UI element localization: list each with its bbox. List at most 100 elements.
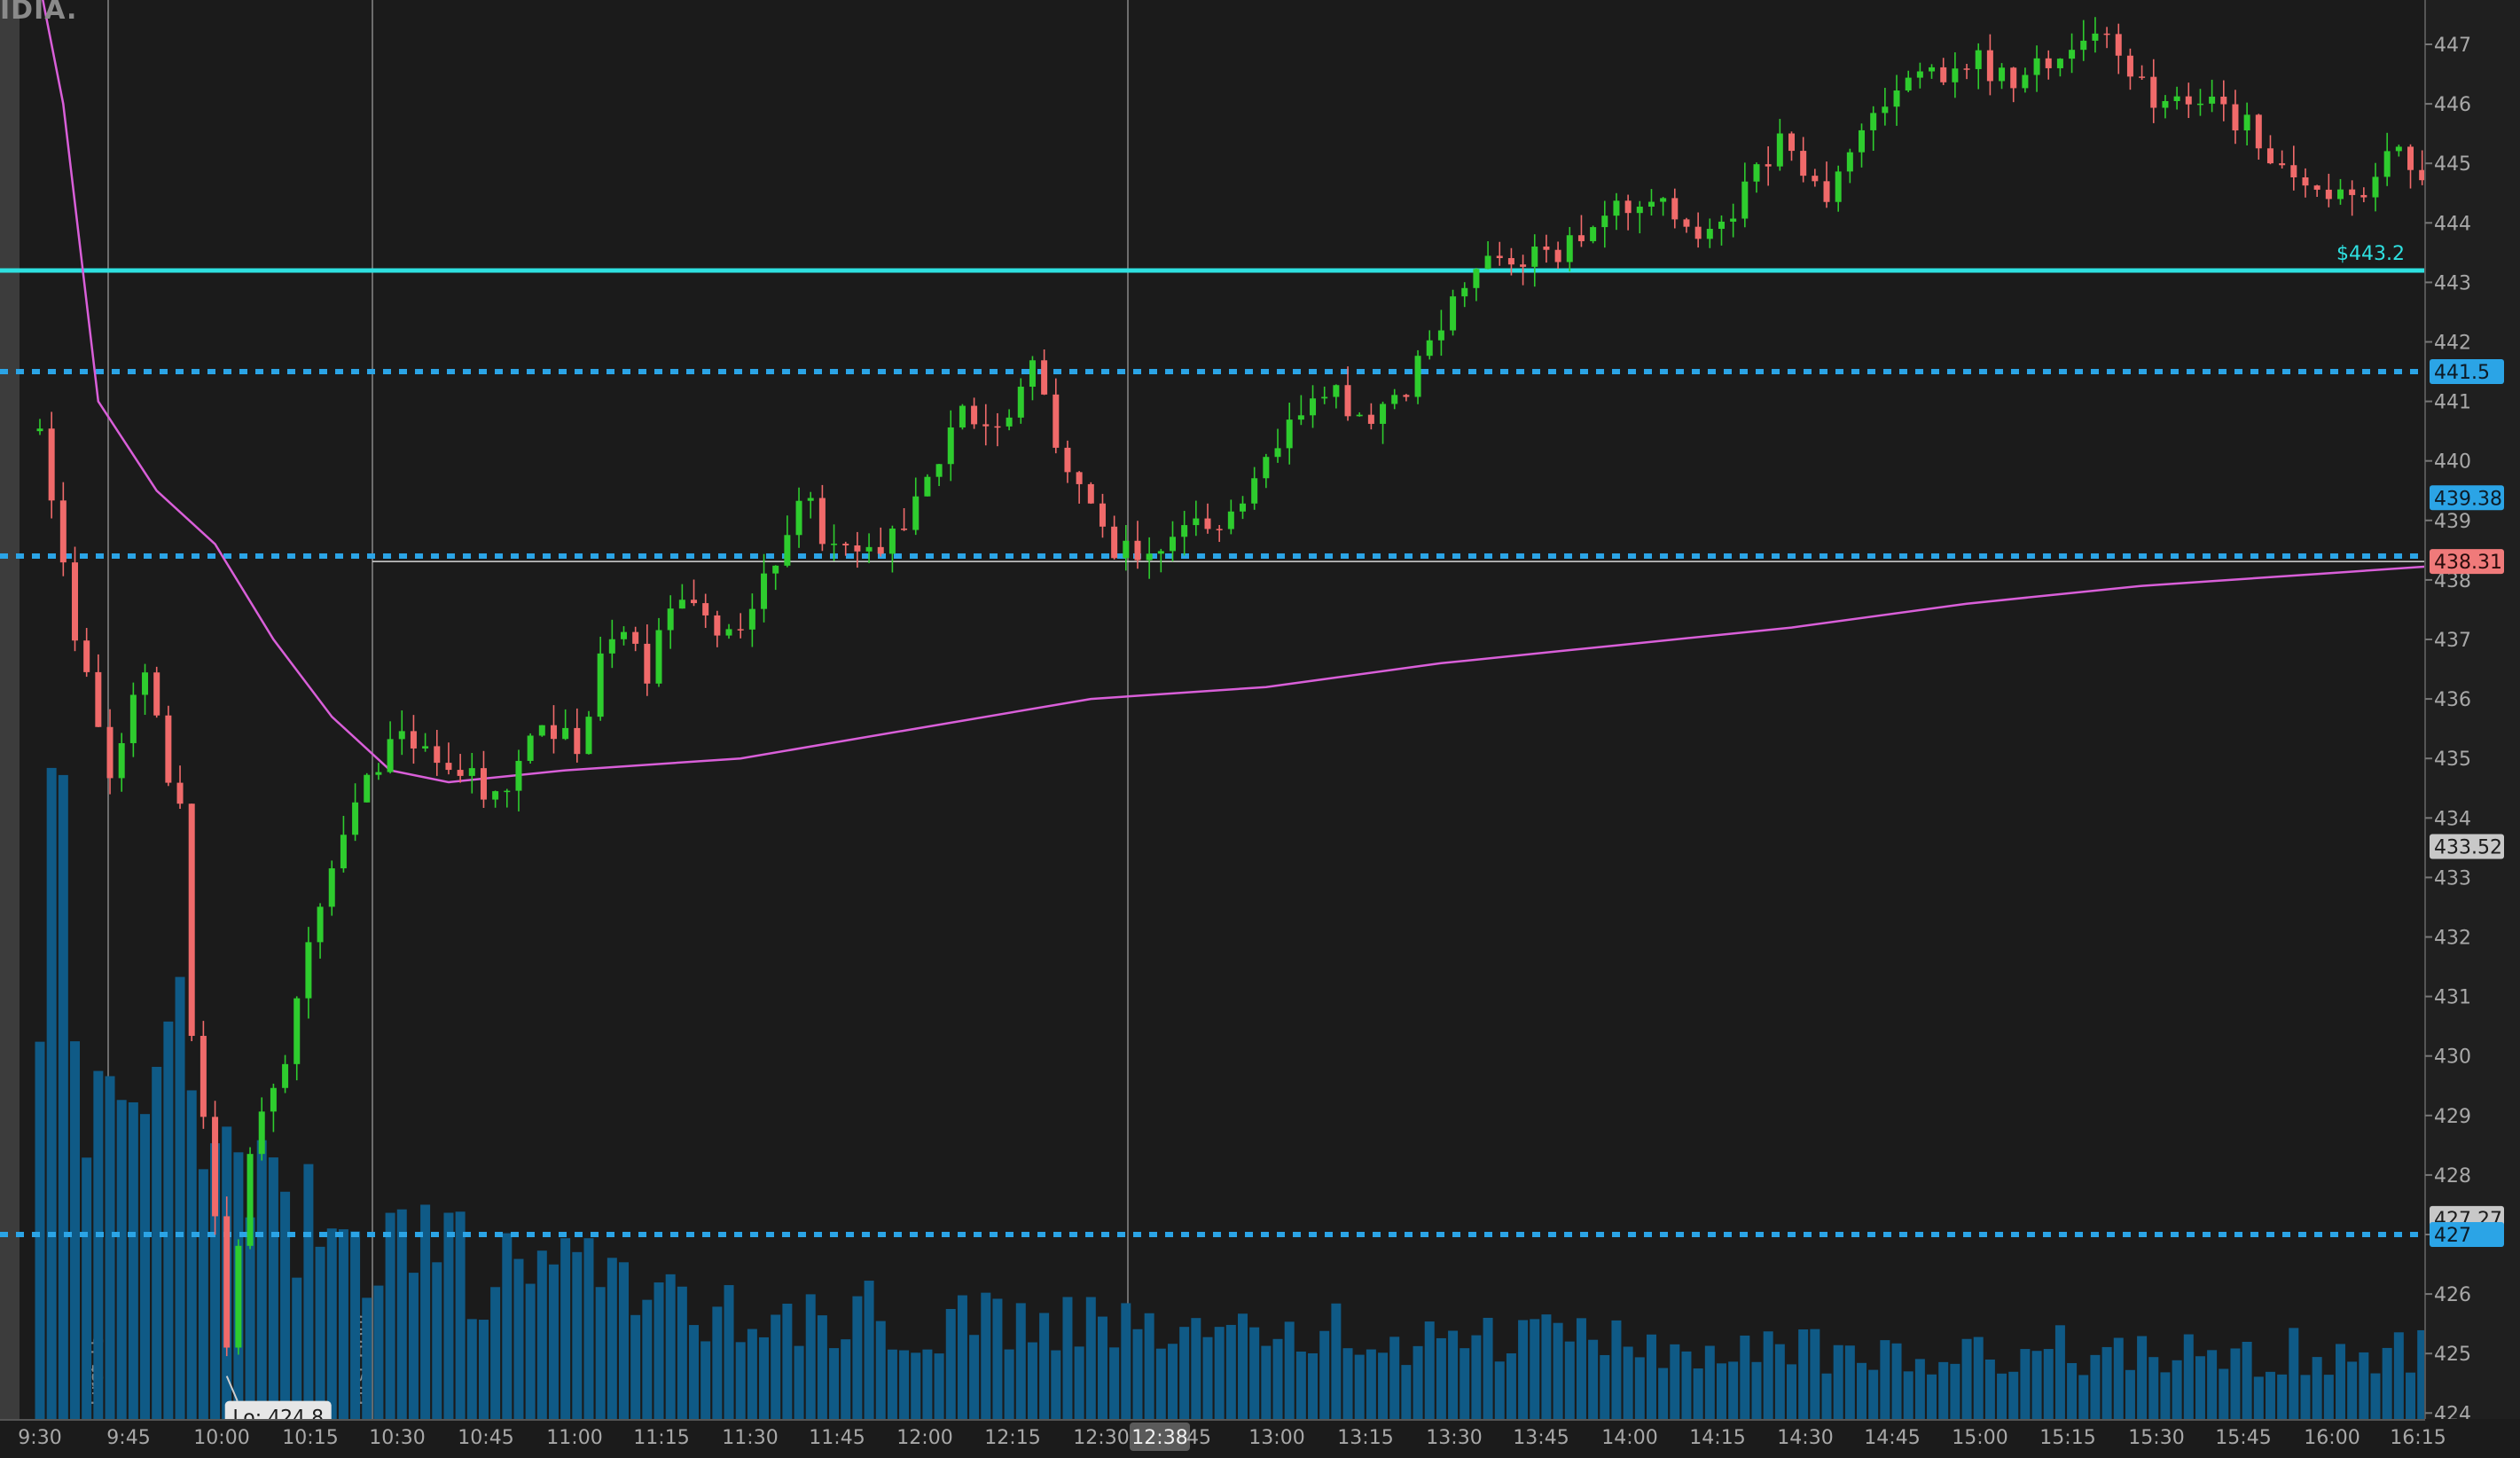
candle-body — [317, 906, 324, 943]
volume-bar — [1984, 1359, 1995, 1419]
candle-body — [644, 643, 651, 684]
candle-body — [1181, 525, 1188, 537]
level-label-0: $443.2 — [2336, 243, 2405, 265]
volume-bar — [163, 1021, 174, 1419]
volume-bar — [1331, 1303, 1342, 1419]
volume-bar — [665, 1274, 676, 1419]
time-tick-label: 16:00 — [2304, 1427, 2360, 1449]
candle-body — [714, 615, 721, 636]
volume-bar — [1039, 1313, 1050, 1419]
candle-body — [2126, 55, 2133, 77]
volume-bar — [105, 1076, 115, 1419]
price-tick-label: 441 — [2434, 392, 2471, 414]
volume-bar — [1611, 1320, 1622, 1419]
volume-bar — [362, 1297, 372, 1419]
volume-bar — [2265, 1371, 2275, 1419]
volume-bar — [2020, 1349, 2031, 1419]
candle-body — [1450, 296, 1457, 331]
volume-bar — [1891, 1343, 1902, 1419]
price-tag-label-3: 433.52 — [2434, 837, 2502, 859]
candle-body — [807, 498, 814, 501]
volume-bar — [1191, 1318, 1201, 1419]
price-tick-label: 446 — [2434, 94, 2471, 116]
time-tick-label: 14:45 — [1864, 1427, 1920, 1449]
time-tick-label: 11:00 — [546, 1427, 602, 1449]
volume-bar — [1623, 1346, 1633, 1419]
candle-body — [1601, 216, 1608, 228]
volume-bar — [829, 1348, 840, 1419]
candle-body — [1543, 246, 1550, 250]
candle-body — [1999, 67, 2006, 82]
price-tick-label: 425 — [2434, 1344, 2471, 1366]
volume-bar — [326, 1228, 337, 1419]
candle-body — [1647, 201, 1655, 208]
candle-body — [1391, 395, 1398, 404]
candle-body — [1800, 151, 1807, 176]
price-tag-label-0: 441.5 — [2434, 362, 2490, 384]
volume-bar — [2067, 1362, 2078, 1419]
price-tick-label: 445 — [2434, 153, 2471, 176]
volume-bar — [1027, 1342, 1037, 1419]
volume-bar — [1389, 1336, 1400, 1419]
candle-body — [901, 528, 908, 530]
candle-body — [748, 608, 755, 630]
candle-body — [1952, 68, 1959, 82]
volume-bar — [70, 1041, 81, 1419]
price-tag-1 — [2430, 485, 2504, 511]
candle-body — [422, 746, 429, 749]
volume-bar — [303, 1164, 314, 1419]
volume-bar — [1354, 1354, 1365, 1419]
time-tick-label: 12:00 — [896, 1427, 952, 1449]
candle-body — [200, 1036, 207, 1117]
volume-bar — [35, 1041, 45, 1419]
candle-body — [865, 546, 873, 552]
time-tick-label: 10:45 — [458, 1427, 513, 1449]
candle-body — [106, 726, 113, 779]
price-tag-3 — [2430, 834, 2504, 859]
candle-body — [1157, 551, 1164, 554]
candle-body — [1286, 419, 1293, 449]
candle-body — [2407, 146, 2414, 170]
price-tag-label-2: 438.31 — [2434, 552, 2502, 574]
volume-bar — [2219, 1368, 2229, 1419]
volume-bar — [1448, 1330, 1459, 1419]
candle-body — [971, 405, 978, 425]
candle-body — [387, 739, 394, 772]
volume-bar — [2078, 1375, 2089, 1419]
candle-body — [2395, 146, 2402, 152]
candle-body — [2033, 58, 2040, 75]
volume-bar — [992, 1298, 1003, 1419]
volume-bar — [280, 1191, 291, 1419]
volume-bar — [2300, 1375, 2311, 1419]
candle-body — [2266, 148, 2273, 164]
candle-body — [176, 782, 184, 804]
volume-bar — [443, 1212, 454, 1419]
candle-body — [1041, 360, 1048, 395]
volume-bar — [595, 1287, 606, 1419]
volume-bar — [490, 1287, 501, 1419]
volume-bar — [560, 1238, 571, 1419]
candle-body — [2092, 33, 2099, 41]
volume-bar — [152, 1066, 162, 1419]
candle-body — [375, 772, 382, 775]
volume-bar — [1097, 1316, 1107, 1419]
volume-bar — [2393, 1332, 2404, 1419]
volume-bar — [1670, 1344, 1680, 1419]
volume-bar — [1132, 1329, 1143, 1419]
volume-bar — [747, 1329, 757, 1419]
candle-body — [877, 546, 884, 554]
candle-body — [1111, 526, 1118, 559]
candle-body — [2185, 96, 2192, 105]
volume-bar — [1155, 1348, 1166, 1419]
candle-body — [398, 731, 405, 740]
candle-body — [912, 496, 920, 530]
candle-body — [2255, 114, 2262, 149]
candle-body — [72, 562, 79, 641]
volume-bar — [724, 1285, 734, 1419]
volume-bar — [689, 1325, 700, 1419]
price-tag-2 — [2430, 549, 2504, 575]
candle-body — [1940, 67, 1947, 82]
volume-bar — [1074, 1346, 1084, 1419]
